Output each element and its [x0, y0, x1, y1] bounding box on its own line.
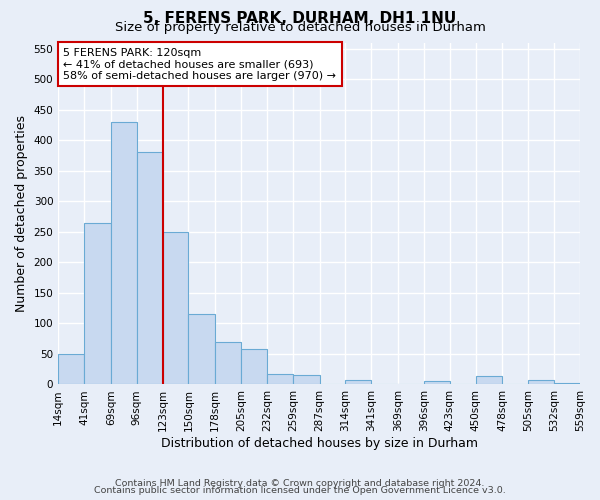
Text: Contains HM Land Registry data © Crown copyright and database right 2024.: Contains HM Land Registry data © Crown c…	[115, 478, 485, 488]
X-axis label: Distribution of detached houses by size in Durham: Distribution of detached houses by size …	[161, 437, 478, 450]
Text: 5 FERENS PARK: 120sqm
← 41% of detached houses are smaller (693)
58% of semi-det: 5 FERENS PARK: 120sqm ← 41% of detached …	[64, 48, 337, 81]
Bar	[84, 222, 111, 384]
Bar	[424, 381, 450, 384]
Bar	[137, 152, 163, 384]
Bar	[476, 376, 502, 384]
Bar	[241, 349, 267, 384]
Bar	[58, 354, 84, 384]
Y-axis label: Number of detached properties: Number of detached properties	[15, 115, 28, 312]
Text: Contains public sector information licensed under the Open Government Licence v3: Contains public sector information licen…	[94, 486, 506, 495]
Bar	[293, 376, 320, 384]
Bar	[188, 314, 215, 384]
Bar	[346, 380, 371, 384]
Bar	[163, 232, 188, 384]
Bar	[215, 342, 241, 384]
Bar	[528, 380, 554, 384]
Text: 5, FERENS PARK, DURHAM, DH1 1NU: 5, FERENS PARK, DURHAM, DH1 1NU	[143, 11, 457, 26]
Bar	[267, 374, 293, 384]
Bar	[111, 122, 137, 384]
Bar	[554, 383, 580, 384]
Text: Size of property relative to detached houses in Durham: Size of property relative to detached ho…	[115, 21, 485, 34]
